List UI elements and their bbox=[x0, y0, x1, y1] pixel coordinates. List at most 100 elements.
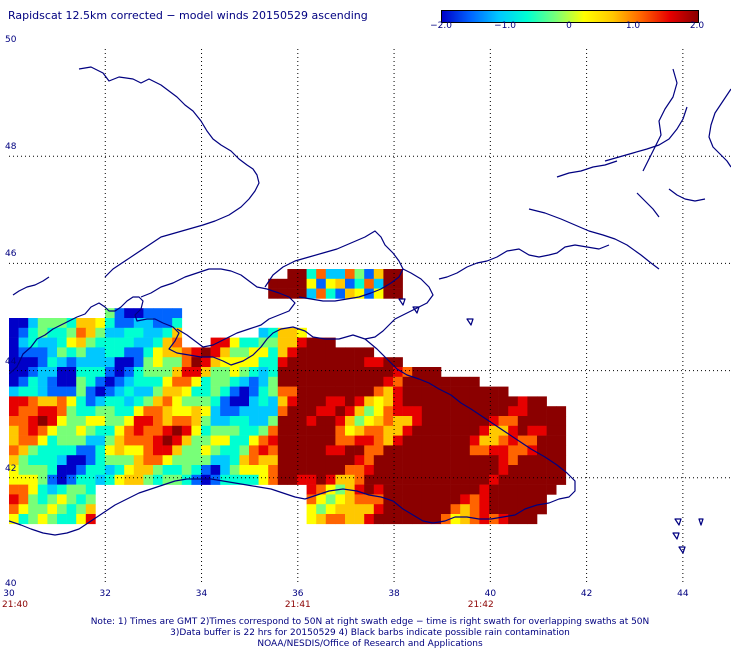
wind-difference-cell bbox=[517, 406, 528, 417]
wind-difference-cell bbox=[335, 494, 346, 505]
wind-difference-cell bbox=[105, 367, 115, 378]
wind-difference-cell bbox=[469, 376, 480, 387]
wind-difference-cell bbox=[105, 327, 115, 338]
wind-difference-cell bbox=[277, 455, 288, 466]
wind-difference-cell bbox=[162, 465, 173, 476]
wind-difference-cell bbox=[498, 504, 509, 515]
wind-difference-cell bbox=[316, 465, 327, 476]
wind-difference-cell bbox=[402, 367, 413, 378]
wind-difference-cell bbox=[85, 396, 96, 407]
wind-difference-cell bbox=[162, 347, 173, 358]
wind-difference-cell bbox=[239, 357, 250, 368]
wind-difference-cell bbox=[412, 406, 423, 417]
coastline-north-edge bbox=[556, 160, 706, 218]
wind-difference-cell bbox=[37, 465, 48, 476]
wind-difference-cell bbox=[412, 474, 423, 485]
wind-difference-cell bbox=[325, 288, 336, 299]
wind-difference-cell bbox=[373, 357, 384, 368]
wind-difference-cell bbox=[364, 376, 375, 387]
wind-difference-cell bbox=[9, 327, 19, 338]
wind-difference-cell bbox=[47, 347, 58, 358]
wind-difference-cell bbox=[431, 484, 442, 495]
wind-difference-cell bbox=[105, 445, 115, 456]
wind-difference-cell bbox=[316, 425, 327, 436]
wind-difference-cell bbox=[479, 425, 490, 436]
wind-difference-cell bbox=[546, 445, 557, 456]
wind-difference-cell bbox=[297, 269, 307, 280]
wind-difference-cell bbox=[402, 455, 413, 466]
wind-difference-cell bbox=[335, 376, 346, 387]
wind-difference-cell bbox=[47, 416, 58, 427]
wind-difference-cell bbox=[66, 367, 77, 378]
wind-difference-cell bbox=[57, 357, 67, 368]
wind-difference-cell bbox=[153, 357, 163, 368]
wind-difference-cell bbox=[124, 406, 135, 417]
wind-difference-cell bbox=[229, 416, 240, 427]
wind-difference-cell bbox=[297, 425, 307, 436]
wind-difference-cell bbox=[47, 514, 58, 525]
wind-difference-cell bbox=[229, 474, 240, 485]
wind-difference-cell bbox=[469, 514, 480, 525]
wind-difference-cell bbox=[114, 386, 125, 397]
wind-difference-cell bbox=[277, 357, 288, 368]
wind-difference-cell bbox=[191, 406, 202, 417]
wind-difference-cell bbox=[373, 435, 384, 446]
latitude-label: 46 bbox=[5, 249, 17, 260]
wind-difference-cell bbox=[335, 504, 346, 515]
wind-difference-cell bbox=[383, 474, 394, 485]
wind-difference-cell bbox=[335, 357, 346, 368]
wind-difference-cell bbox=[153, 308, 163, 319]
wind-difference-cell bbox=[489, 455, 499, 466]
coastline-crimea bbox=[140, 268, 296, 348]
wind-difference-cell bbox=[153, 396, 163, 407]
wind-difference-cell bbox=[143, 318, 154, 329]
wind-difference-cell bbox=[191, 396, 202, 407]
wind-difference-cell bbox=[421, 406, 432, 417]
wind-difference-cell bbox=[268, 406, 279, 417]
wind-difference-cell bbox=[95, 406, 106, 417]
wind-difference-cell bbox=[76, 455, 87, 466]
islands-east bbox=[398, 298, 704, 554]
latitude-label: 50 bbox=[5, 35, 17, 45]
wind-difference-cell bbox=[383, 367, 394, 378]
wind-difference-cell bbox=[345, 435, 355, 446]
wind-difference-cell bbox=[172, 465, 183, 476]
wind-difference-cell bbox=[546, 484, 557, 495]
wind-difference-cell bbox=[95, 367, 106, 378]
wind-difference-cell bbox=[249, 474, 259, 485]
wind-difference-cell bbox=[373, 376, 384, 387]
wind-difference-cell bbox=[229, 347, 240, 358]
wind-difference-cell bbox=[76, 514, 87, 525]
wind-difference-cell bbox=[306, 465, 317, 476]
wind-difference-cell bbox=[133, 327, 144, 338]
wind-difference-cell bbox=[460, 386, 471, 397]
wind-difference-cell bbox=[85, 406, 96, 417]
wind-difference-cell bbox=[210, 455, 221, 466]
wind-difference-cell bbox=[57, 455, 67, 466]
wind-difference-cell bbox=[181, 406, 192, 417]
wind-difference-cell bbox=[143, 396, 154, 407]
wind-difference-cell bbox=[220, 465, 231, 476]
wind-difference-cell bbox=[441, 474, 451, 485]
wind-difference-cell bbox=[527, 435, 538, 446]
wind-difference-cell bbox=[9, 406, 19, 417]
swath-time-label: 21:40 bbox=[2, 600, 28, 610]
wind-difference-cell bbox=[258, 435, 269, 446]
wind-difference-cell bbox=[57, 445, 67, 456]
wind-difference-cell bbox=[133, 308, 144, 319]
wind-difference-cell bbox=[201, 465, 211, 476]
wind-difference-cell bbox=[287, 445, 298, 456]
wind-difference-cell bbox=[546, 435, 557, 446]
wind-difference-cell bbox=[393, 445, 403, 456]
wind-difference-cell bbox=[18, 455, 29, 466]
wind-difference-cell bbox=[306, 406, 317, 417]
wind-difference-cell bbox=[306, 425, 317, 436]
wind-difference-cell bbox=[517, 425, 528, 436]
wind-difference-cell bbox=[345, 494, 355, 505]
wind-difference-cell bbox=[76, 386, 87, 397]
wind-difference-cell bbox=[393, 504, 403, 515]
wind-difference-cell bbox=[354, 484, 365, 495]
wind-difference-cell bbox=[460, 514, 471, 525]
wind-difference-cell bbox=[364, 269, 375, 280]
wind-difference-cell bbox=[105, 425, 115, 436]
